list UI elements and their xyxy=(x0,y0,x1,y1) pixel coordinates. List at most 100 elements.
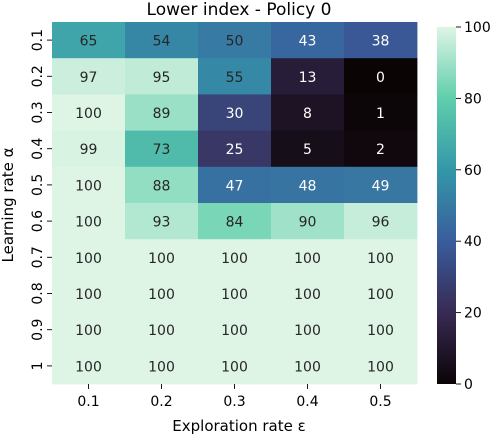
heatmap-cell xyxy=(344,203,418,240)
heatmap-cell-labels: 65 54 50 43 38 97 95 55 13 0 100 89 30 8 1 99 73 25 5 2 100 8… xyxy=(75,34,394,376)
cell-value-label: 100 xyxy=(221,323,248,339)
cell-value-label: 100 xyxy=(75,251,102,267)
heatmap-cell xyxy=(52,203,126,240)
cell-value-label: 100 xyxy=(367,287,394,303)
cell-value-label: 99 xyxy=(80,142,98,158)
heatmap-cell xyxy=(125,94,199,131)
cell-value-label: 50 xyxy=(226,34,244,50)
x-tick-label: 0.3 xyxy=(223,394,245,410)
heatmap-cell xyxy=(52,347,126,385)
heatmap-cell xyxy=(198,203,272,240)
heatmap-cell xyxy=(52,311,126,349)
cell-value-label: 100 xyxy=(294,287,321,303)
heatmap-cell xyxy=(125,311,199,349)
heatmap-cell xyxy=(344,239,418,276)
cell-value-label: 100 xyxy=(221,359,248,375)
x-axis-ticks: 0.1 0.2 0.3 0.4 0.5 xyxy=(77,384,392,410)
x-tick-label: 0.1 xyxy=(77,394,99,410)
y-tick-label: 1 xyxy=(30,361,46,370)
heatmap-cell xyxy=(125,275,199,312)
heatmap-cell xyxy=(198,58,272,95)
cell-value-label: 25 xyxy=(226,142,244,158)
heatmap-cell xyxy=(52,22,126,59)
x-tick-label: 0.2 xyxy=(150,394,172,410)
heatmap-cell xyxy=(271,58,345,95)
y-tick-label: 0.6 xyxy=(30,210,46,232)
heatmap-cell xyxy=(344,311,418,349)
cell-value-label: 0 xyxy=(376,70,385,86)
colorbar-tick-label: 0 xyxy=(464,377,473,393)
cell-value-label: 96 xyxy=(372,215,390,231)
colorbar-tick-label: 100 xyxy=(464,20,491,36)
x-tick-label: 0.5 xyxy=(369,394,391,410)
heatmap-cell xyxy=(271,22,345,59)
cell-value-label: 100 xyxy=(148,287,175,303)
cell-value-label: 100 xyxy=(221,287,248,303)
cell-value-label: 8 xyxy=(303,106,312,122)
cell-value-label: 100 xyxy=(75,178,102,194)
cell-value-label: 89 xyxy=(153,106,171,122)
heatmap-cell xyxy=(198,94,272,131)
colorbar-tick-label: 80 xyxy=(464,91,482,107)
heatmap-cell xyxy=(344,22,418,59)
heatmap-cell xyxy=(52,130,126,168)
heatmap-cells xyxy=(52,22,418,385)
cell-value-label: 93 xyxy=(153,215,171,231)
colorbar-tick-label: 60 xyxy=(464,163,482,179)
y-tick-label: 0.7 xyxy=(30,246,46,268)
heatmap-cell xyxy=(271,130,345,168)
cell-value-label: 13 xyxy=(299,70,317,86)
heatmap-cell xyxy=(198,22,272,59)
heatmap-cell xyxy=(271,275,345,312)
cell-value-label: 100 xyxy=(75,106,102,122)
heatmap-cell xyxy=(52,94,126,131)
x-axis-label: Exploration rate ε xyxy=(172,417,305,435)
cell-value-label: 65 xyxy=(80,34,98,50)
heatmap-cell xyxy=(125,22,199,59)
cell-value-label: 100 xyxy=(294,323,321,339)
heatmap-cell xyxy=(125,166,199,204)
cell-value-label: 100 xyxy=(75,323,102,339)
y-tick-label: 0.2 xyxy=(30,65,46,87)
cell-value-label: 2 xyxy=(376,142,385,158)
cell-value-label: 100 xyxy=(294,359,321,375)
heatmap-cell xyxy=(271,311,345,349)
heatmap-cell xyxy=(52,166,126,204)
heatmap-cell xyxy=(271,166,345,204)
cell-value-label: 100 xyxy=(367,251,394,267)
cell-value-label: 100 xyxy=(148,359,175,375)
cell-value-label: 38 xyxy=(372,34,390,50)
y-axis-ticks: 0.1 0.2 0.3 0.4 0.5 0.6 0.7 0.8 0.9 1 xyxy=(30,29,52,370)
cell-value-label: 100 xyxy=(75,215,102,231)
y-tick-label: 0.1 xyxy=(30,29,46,51)
heatmap-cell xyxy=(344,58,418,95)
heatmap-cell xyxy=(52,239,126,276)
cell-value-label: 73 xyxy=(153,142,171,158)
heatmap-cell xyxy=(52,275,126,312)
cell-value-label: 100 xyxy=(148,323,175,339)
y-tick-label: 0.3 xyxy=(30,101,46,123)
y-tick-label: 0.8 xyxy=(30,282,46,304)
cell-value-label: 30 xyxy=(226,106,244,122)
cell-value-label: 100 xyxy=(367,323,394,339)
heatmap-cell xyxy=(125,130,199,168)
colorbar-tick-label: 40 xyxy=(464,234,482,250)
heatmap-cell xyxy=(198,275,272,312)
heatmap-cell xyxy=(344,94,418,131)
heatmap-cell xyxy=(125,58,199,95)
colorbar-tick-label: 20 xyxy=(464,306,482,322)
cell-value-label: 88 xyxy=(153,178,171,194)
cell-value-label: 100 xyxy=(221,251,248,267)
heatmap-cell xyxy=(271,94,345,131)
cell-value-label: 54 xyxy=(153,34,171,50)
cell-value-label: 48 xyxy=(299,178,317,194)
heatmap-cell xyxy=(198,311,272,349)
cell-value-label: 100 xyxy=(75,287,102,303)
cell-value-label: 100 xyxy=(367,359,394,375)
cell-value-label: 90 xyxy=(299,215,317,231)
heatmap-cell xyxy=(198,166,272,204)
cell-value-label: 5 xyxy=(303,142,312,158)
x-tick-label: 0.4 xyxy=(296,394,318,410)
heatmap-cell xyxy=(344,166,418,204)
